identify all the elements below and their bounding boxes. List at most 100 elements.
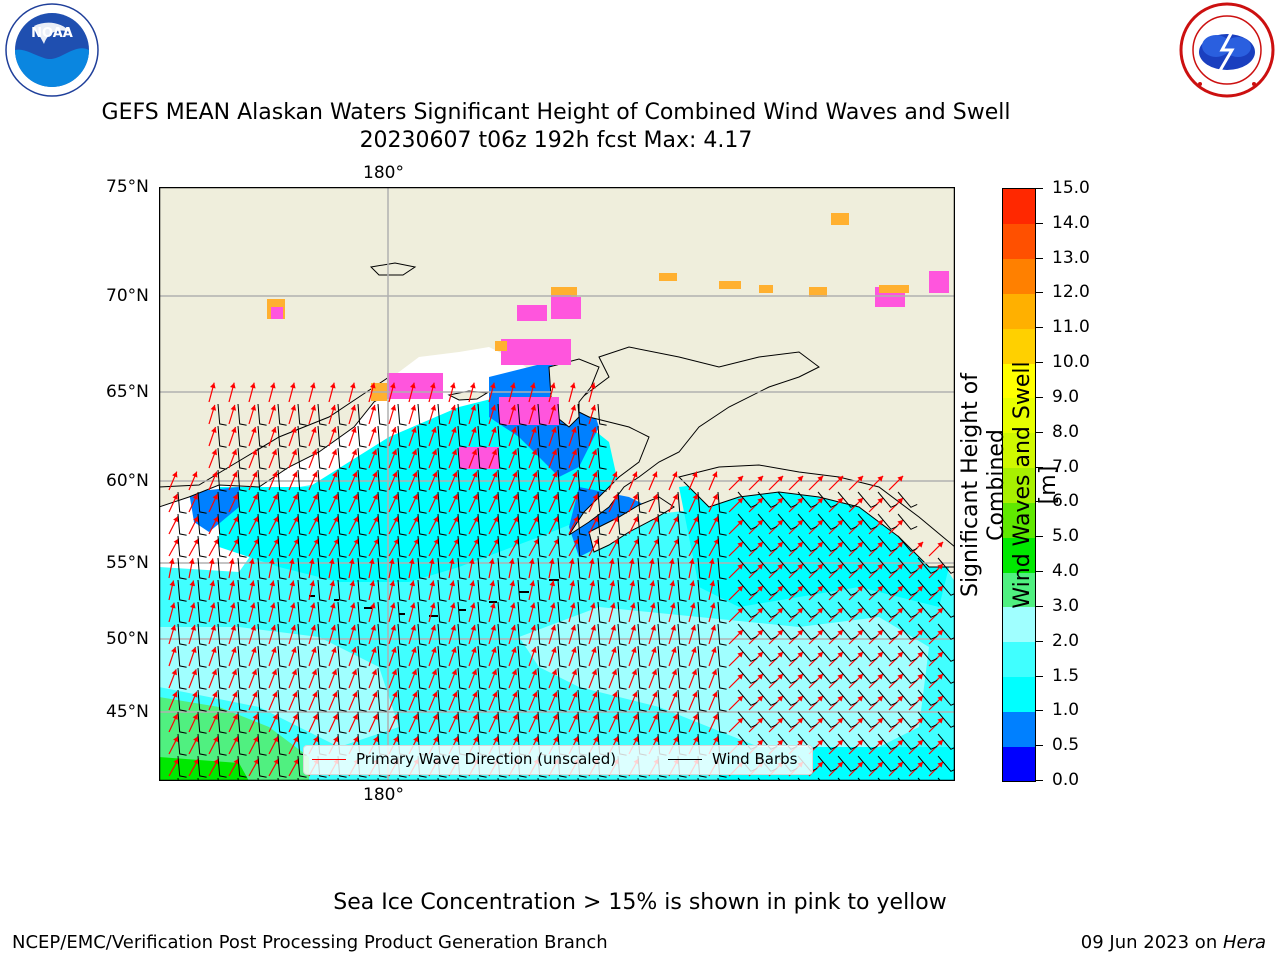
wave-arrow-head bbox=[372, 691, 378, 698]
wind-barb bbox=[637, 601, 647, 624]
wind-barb bbox=[397, 491, 407, 514]
wind-barb bbox=[537, 513, 547, 536]
wave-arrow-head bbox=[877, 563, 884, 570]
wind-barb bbox=[777, 557, 798, 574]
wave-arrow-head bbox=[171, 669, 177, 676]
wave-height-map bbox=[159, 187, 955, 781]
wave-arrow-head bbox=[531, 449, 537, 456]
wave-arrow-head bbox=[712, 493, 718, 500]
wind-barb bbox=[277, 623, 287, 646]
wave-arrow-head bbox=[589, 558, 595, 565]
colorbar-tick-mark bbox=[1036, 257, 1043, 259]
wind-barb bbox=[277, 535, 287, 558]
wind-barb bbox=[437, 447, 447, 470]
wind-barb bbox=[497, 425, 507, 448]
wind-barb bbox=[877, 491, 898, 508]
wind-barb bbox=[537, 403, 547, 426]
wave-arrow-head bbox=[211, 427, 217, 433]
wind-barb bbox=[217, 623, 227, 646]
wind-barb bbox=[557, 667, 567, 690]
wind-barb bbox=[797, 513, 818, 530]
wave-arrow-head bbox=[857, 651, 864, 658]
wave-arrow-head bbox=[757, 739, 764, 746]
wind-barb bbox=[877, 557, 898, 574]
wind-barb bbox=[917, 689, 938, 706]
wind-barb bbox=[197, 623, 207, 646]
wave-arrow-head bbox=[249, 580, 256, 587]
wind-barb bbox=[877, 689, 898, 706]
wave-arrow-head bbox=[897, 585, 904, 592]
wave-arrow-head bbox=[857, 563, 864, 570]
wave-arrow-head bbox=[252, 493, 258, 500]
wave-arrow-head bbox=[353, 538, 359, 545]
wave-arrow-head bbox=[233, 758, 239, 765]
wave-arrow-head bbox=[372, 493, 378, 500]
wave-arrow-head bbox=[212, 493, 218, 500]
wind-barb bbox=[257, 491, 267, 514]
wind-barb bbox=[937, 689, 955, 706]
wind-barb bbox=[917, 623, 938, 640]
wave-arrow-head bbox=[292, 691, 298, 698]
wind-barb bbox=[757, 601, 778, 618]
wind-barb bbox=[817, 579, 838, 596]
wind-barb bbox=[357, 645, 367, 668]
wave-arrow-head bbox=[271, 449, 277, 456]
wind-barb bbox=[317, 645, 327, 668]
wind-barb bbox=[417, 513, 427, 536]
wind-barb bbox=[337, 447, 347, 470]
wind-barb bbox=[277, 469, 287, 492]
wave-arrow-head bbox=[631, 669, 637, 676]
wind-barb bbox=[357, 425, 367, 448]
wave-arrow-head bbox=[269, 580, 276, 587]
wave-arrow-head bbox=[629, 558, 635, 565]
wind-barb bbox=[897, 535, 918, 552]
wave-arrow-head bbox=[451, 669, 457, 676]
wind-barb bbox=[897, 601, 918, 618]
wind-barb bbox=[597, 535, 607, 558]
wind-barb bbox=[697, 667, 707, 690]
wave-arrow-head bbox=[193, 538, 199, 545]
wind-barb bbox=[337, 425, 347, 448]
wind-barb bbox=[257, 535, 267, 558]
wind-barb bbox=[197, 645, 207, 668]
wind-barb bbox=[477, 601, 487, 624]
wind-barb bbox=[537, 557, 547, 580]
wind-barb bbox=[597, 645, 607, 668]
wave-arrow-head bbox=[393, 736, 399, 743]
wave-arrow-head bbox=[572, 713, 578, 720]
wave-arrow-head bbox=[211, 647, 217, 653]
wave-arrow-head bbox=[670, 624, 677, 631]
wind-barb bbox=[657, 535, 667, 558]
wave-arrow-head bbox=[757, 475, 764, 482]
wave-arrow-head bbox=[511, 449, 517, 456]
wind-barb bbox=[777, 689, 798, 706]
wave-arrow-head bbox=[711, 647, 717, 653]
wave-arrow-head bbox=[333, 516, 339, 523]
wave-arrow-head bbox=[857, 497, 864, 504]
wave-arrow-head bbox=[652, 471, 658, 478]
wave-arrow-head bbox=[937, 607, 944, 614]
wind-barb bbox=[877, 601, 898, 618]
colorbar-tick-mark bbox=[1036, 292, 1043, 294]
wave-arrow-head bbox=[192, 713, 198, 720]
wave-arrow-head bbox=[292, 471, 298, 478]
wind-barb bbox=[777, 623, 798, 640]
wave-arrow-head bbox=[897, 607, 904, 614]
wind-barb bbox=[537, 601, 547, 624]
wave-arrow-head bbox=[649, 558, 655, 565]
wind-barb bbox=[797, 645, 818, 662]
aleutian-islet bbox=[549, 579, 559, 581]
wave-arrow-head bbox=[251, 427, 257, 433]
wind-barb bbox=[817, 623, 838, 640]
wind-barb bbox=[457, 689, 467, 712]
wave-arrow-head bbox=[510, 404, 517, 411]
wave-arrow-head bbox=[172, 493, 178, 500]
wind-barb bbox=[337, 403, 347, 426]
colorbar-segment bbox=[1003, 572, 1035, 608]
wind-barb bbox=[637, 623, 647, 646]
wave-arrow-head bbox=[290, 382, 296, 389]
wave-arrow-head bbox=[591, 669, 597, 676]
wind-barb bbox=[397, 711, 407, 734]
wave-arrow-head bbox=[473, 538, 479, 545]
wind-barb bbox=[557, 645, 567, 668]
